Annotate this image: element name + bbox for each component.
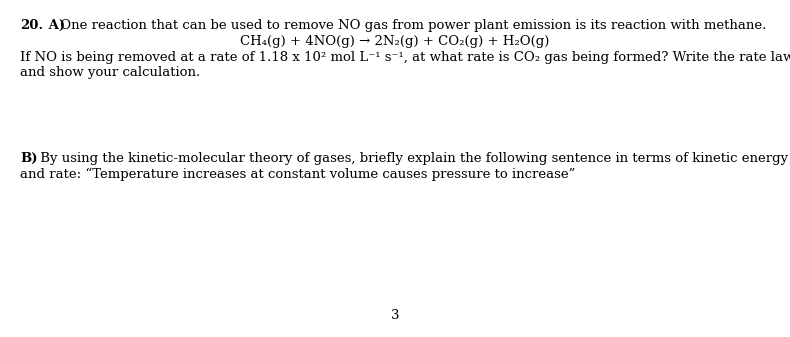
Text: CH₄(g) + 4NO(g) → 2N₂(g) + CO₂(g) + H₂O(g): CH₄(g) + 4NO(g) → 2N₂(g) + CO₂(g) + H₂O(…: [240, 35, 550, 48]
Text: By using the kinetic-molecular theory of gases, briefly explain the following se: By using the kinetic-molecular theory of…: [36, 152, 788, 165]
Text: If NO is being removed at a rate of 1.18 x 10² mol L⁻¹ s⁻¹, at what rate is CO₂ : If NO is being removed at a rate of 1.18…: [20, 51, 790, 64]
Text: A): A): [44, 19, 65, 32]
Text: 3: 3: [391, 309, 399, 322]
Text: B): B): [20, 152, 37, 165]
Text: and rate: “Temperature increases at constant volume causes pressure to increase”: and rate: “Temperature increases at cons…: [20, 168, 575, 181]
Text: and show your calculation.: and show your calculation.: [20, 66, 200, 79]
Text: 20.: 20.: [20, 19, 43, 32]
Text: One reaction that can be used to remove NO gas from power plant emission is its : One reaction that can be used to remove …: [56, 19, 766, 32]
